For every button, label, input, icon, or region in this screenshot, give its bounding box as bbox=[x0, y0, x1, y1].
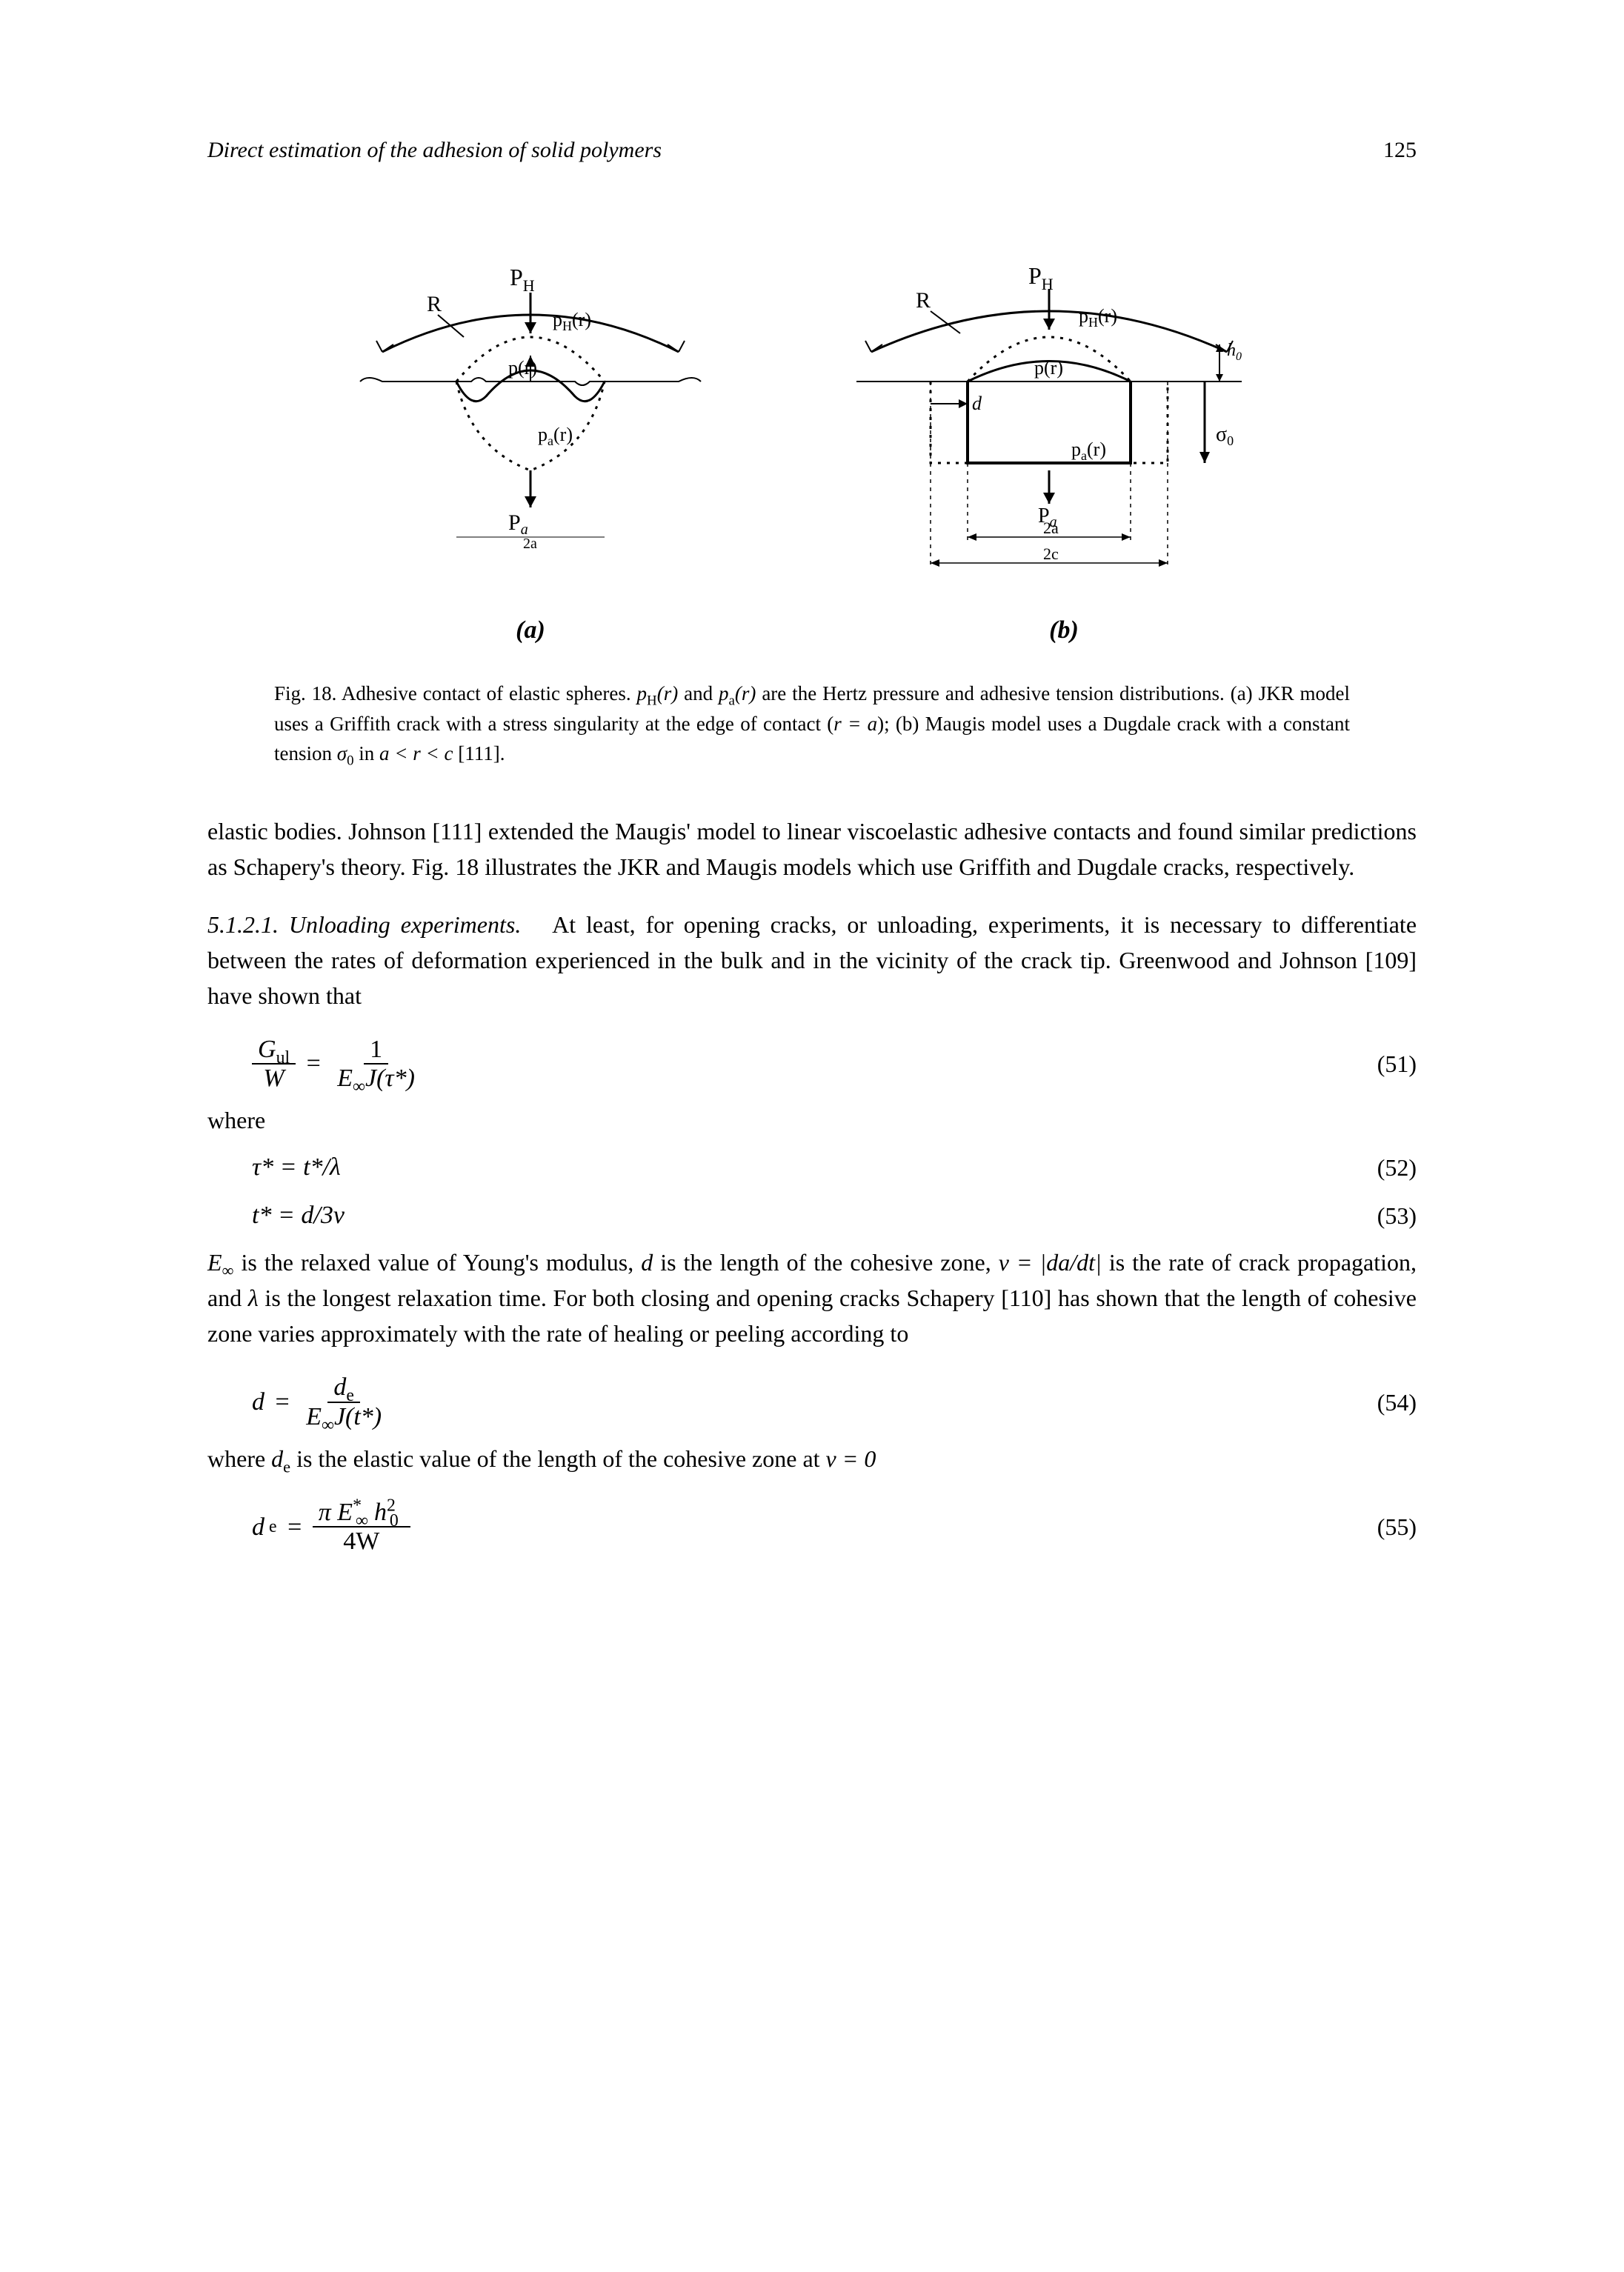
paragraph-1: elastic bodies. Johnson [111] extended t… bbox=[207, 813, 1417, 885]
figure-panel-b-svg: R h0 PH pH(r) p(r) bbox=[827, 226, 1301, 596]
figure-panel-a-svg: R PH pH(r) p(r) pa(r) P bbox=[323, 226, 738, 596]
label-sigma0: σ0 bbox=[1216, 423, 1234, 448]
label-PH: PH bbox=[510, 264, 535, 295]
label-pr: p(r) bbox=[508, 357, 537, 379]
label-pHr: pH(r) bbox=[553, 309, 591, 333]
equation-53: t* = d/3v (53) bbox=[207, 1196, 1417, 1234]
paragraph-2: 5.1.2.1. Unloading experiments. At least… bbox=[207, 907, 1417, 1013]
paragraph-3: E∞ is the relaxed value of Young's modul… bbox=[207, 1245, 1417, 1351]
equation-number: (53) bbox=[1377, 1198, 1417, 1233]
label-2a-b: 2a bbox=[1043, 519, 1059, 537]
label-2a: 2a bbox=[523, 536, 537, 552]
page-number: 125 bbox=[1383, 133, 1417, 167]
figure-caption: Fig. 18. Adhesive contact of elastic sph… bbox=[274, 679, 1350, 769]
figure-18: R PH pH(r) p(r) pa(r) P bbox=[207, 226, 1417, 649]
label-Pa: Pa bbox=[508, 510, 528, 538]
label-par: pa(r) bbox=[538, 424, 573, 448]
label-par-b: pa(r) bbox=[1071, 439, 1106, 463]
equation-number: (51) bbox=[1377, 1046, 1417, 1082]
running-title: Direct estimation of the adhesion of sol… bbox=[207, 133, 662, 167]
panel-a-label: (a) bbox=[516, 611, 545, 649]
label-2c: 2c bbox=[1043, 544, 1059, 563]
equation-51: Gul W = 1 E∞J(τ*) (51) bbox=[207, 1036, 1417, 1093]
label-R: R bbox=[427, 292, 442, 316]
label-PH-b: PH bbox=[1028, 262, 1054, 293]
label-h0: h0 bbox=[1227, 341, 1242, 363]
equation-number: (55) bbox=[1377, 1509, 1417, 1545]
paragraph-4: where de is the elastic value of the len… bbox=[207, 1441, 1417, 1476]
panel-b-label: (b) bbox=[1049, 611, 1079, 649]
where-text: where bbox=[207, 1102, 1417, 1138]
running-header: Direct estimation of the adhesion of sol… bbox=[207, 133, 1417, 167]
label-pHr-b: pH(r) bbox=[1079, 305, 1117, 330]
figure-panel-a: R PH pH(r) p(r) pa(r) P bbox=[323, 226, 738, 649]
equation-number: (54) bbox=[1377, 1385, 1417, 1420]
figure-panel-b: R h0 PH pH(r) p(r) bbox=[827, 226, 1301, 649]
equation-54: d = de E∞J(t*) (54) bbox=[207, 1373, 1417, 1430]
equation-52: τ* = t*/λ (52) bbox=[207, 1148, 1417, 1186]
section-heading: 5.1.2.1. Unloading experiments. bbox=[207, 911, 521, 938]
equation-55: de = π E*∞h20 4W (55) bbox=[207, 1499, 1417, 1556]
label-d: d bbox=[972, 393, 982, 414]
label-R-b: R bbox=[916, 288, 931, 313]
equation-number: (52) bbox=[1377, 1150, 1417, 1185]
label-pr-b: p(r) bbox=[1034, 357, 1063, 379]
